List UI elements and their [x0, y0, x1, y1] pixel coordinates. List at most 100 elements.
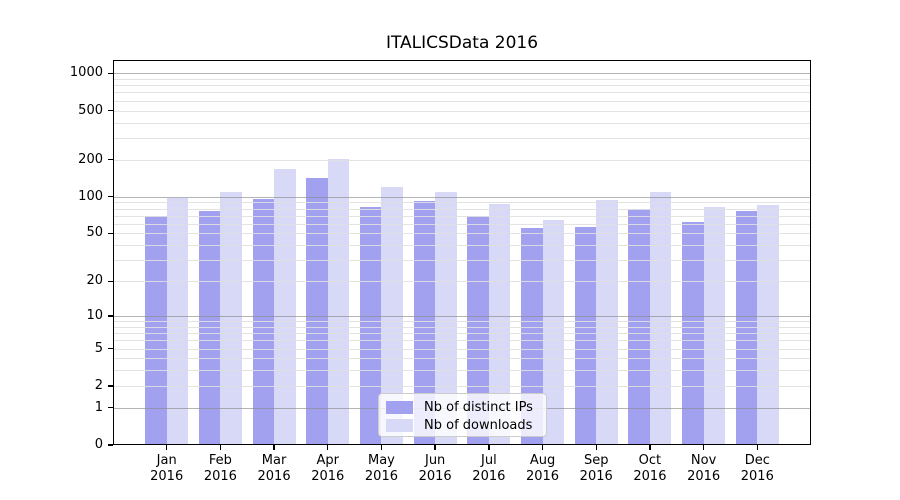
minor-gridline: [113, 122, 811, 124]
x-tick-label: Aug 2016: [525, 453, 560, 484]
bar-distinct-ips: [306, 178, 328, 445]
minor-gridline: [113, 385, 811, 387]
axis-layer: Jan 2016 Feb 2016 Mar 2016 Apr 2016 May 2016 Jun 20…: [70, 60, 811, 484]
bar-downloads: [435, 192, 457, 445]
x-tick: [649, 445, 651, 450]
minor-gridline: [113, 340, 811, 342]
minor-gridline: [113, 85, 811, 87]
minor-gridline: [113, 215, 811, 217]
bar-downloads: [596, 200, 618, 445]
y-tick-label: 50: [86, 225, 103, 241]
bar-downloads: [488, 204, 511, 445]
bar-downloads: [274, 169, 296, 445]
x-tick: [702, 445, 705, 450]
plot-area: Jan 2016 Feb 2016 Mar 2016 Apr 2016 May 2016 Jun 20…: [70, 60, 811, 484]
bar-downloads: [220, 192, 242, 445]
x-tick-label: Mar 2016: [257, 453, 291, 484]
major-gridline: [113, 316, 811, 318]
x-tick: [541, 445, 544, 450]
chart-title: ITALICSData 2016: [385, 33, 539, 53]
legend-entry-distinct-ips: Nb of distinct IPs: [386, 398, 546, 416]
minor-gridline: [113, 358, 811, 360]
major-gridline: [113, 73, 811, 75]
legend: Nb of distinct IPs Nb of downloads: [378, 393, 547, 437]
y-tick-label: 5: [94, 340, 103, 356]
x-tick: [434, 445, 436, 450]
x-tick-label: Apr 2016: [311, 453, 345, 484]
x-tick: [756, 445, 758, 450]
y-tick: [108, 385, 113, 387]
x-tick: [327, 445, 329, 450]
x-tick: [380, 445, 383, 450]
bar-distinct-ips: [628, 208, 650, 445]
y-tick: [108, 407, 113, 409]
minor-gridline: [113, 281, 811, 283]
y-tick-label: 10: [86, 308, 103, 323]
x-tick-label: Feb 2016: [203, 453, 237, 484]
y-tick-label: 1000: [69, 65, 103, 81]
x-tick-label: Oct 2016: [633, 453, 667, 484]
bar-downloads: [757, 204, 779, 445]
minor-gridline: [113, 137, 811, 139]
axes-spines: [113, 60, 811, 445]
y-tick-label: 200: [78, 151, 103, 167]
bar-distinct-ips: [521, 228, 543, 445]
legend-entry-downloads: Nb of downloads: [386, 416, 546, 434]
minor-gridline: [113, 370, 811, 372]
minor-gridline: [113, 348, 811, 350]
minor-gridline: [113, 78, 811, 80]
x-tick: [488, 445, 490, 450]
y-tick-label: 1: [94, 399, 103, 415]
minor-gridline: [113, 333, 811, 335]
y-tick-label: 100: [78, 188, 103, 204]
x-tick-label: Jul 2016: [472, 453, 506, 484]
x-tick: [219, 445, 222, 450]
bar-downloads: [542, 220, 565, 445]
y-tick-label: 0: [94, 437, 103, 452]
y-tick: [108, 444, 113, 446]
x-tick-label: Nov 2016: [687, 453, 721, 484]
bar-downloads: [703, 206, 726, 445]
bar-distinct-ips: [359, 207, 382, 445]
y-tick-label: 500: [78, 102, 103, 118]
y-tick: [108, 232, 113, 235]
y-tick: [108, 109, 113, 112]
minor-gridline: [113, 326, 811, 328]
y-tick-label: 20: [86, 273, 103, 289]
legend-swatch-downloads: [386, 418, 413, 432]
x-tick-label: Dec 2016: [740, 453, 774, 484]
minor-gridline: [113, 208, 811, 210]
major-gridline: [113, 196, 811, 198]
y-tick-label: 2: [94, 377, 103, 393]
minor-gridline: [113, 202, 811, 204]
x-tick-label: May 2016: [364, 453, 398, 484]
x-tick: [273, 445, 275, 450]
legend-label-downloads: Nb of downloads: [424, 417, 533, 433]
bar-downloads: [649, 191, 672, 445]
minor-gridline: [113, 233, 811, 235]
y-tick: [108, 72, 113, 74]
grid-layer: [113, 60, 811, 445]
legend-swatch-distinct-ips: [386, 400, 413, 414]
y-tick: [108, 280, 113, 282]
legend-label-distinct-ips: Nb of distinct IPs: [424, 399, 533, 415]
bar-distinct-ips: [413, 200, 436, 445]
minor-gridline: [113, 245, 811, 247]
y-tick: [108, 315, 113, 317]
bar-downloads: [327, 158, 350, 445]
minor-gridline: [113, 100, 811, 102]
minor-gridline: [113, 321, 811, 323]
x-tick-label: Jan 2016: [150, 453, 184, 484]
y-tick: [108, 158, 113, 161]
minor-gridline: [113, 223, 811, 225]
y-tick: [108, 347, 113, 350]
y-tick: [108, 196, 113, 198]
minor-gridline: [113, 110, 811, 112]
x-tick-label: Jun 2016: [418, 453, 452, 484]
x-tick-label: Sep 2016: [579, 453, 613, 484]
x-tick: [165, 445, 168, 450]
bar-distinct-ips: [467, 215, 489, 445]
x-tick: [595, 445, 597, 450]
minor-gridline: [113, 260, 811, 262]
